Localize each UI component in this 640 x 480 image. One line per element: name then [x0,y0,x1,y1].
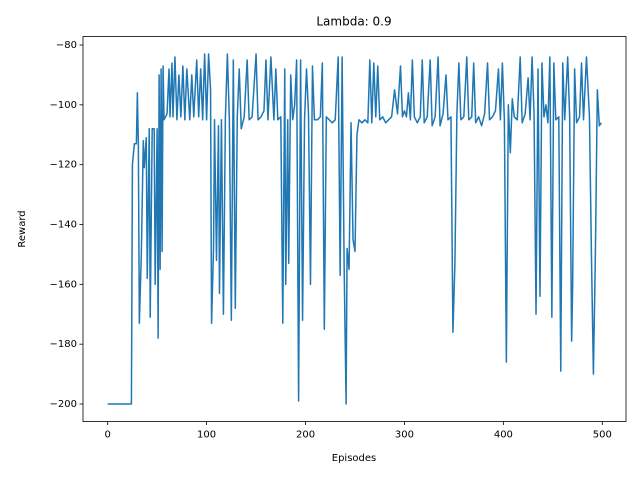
y-tick-label: −140 [50,220,77,231]
x-tick-label: 200 [296,430,315,441]
x-tick-label: 500 [593,430,612,441]
y-tick-label: −160 [50,279,77,290]
y-tick-label: −180 [50,339,77,350]
chart-title: Lambda: 0.9 [316,15,391,29]
y-tick-label: −120 [50,160,77,171]
data-line [107,53,602,405]
y-tick-label: −100 [50,100,77,111]
x-axis-label: Episodes [332,453,376,464]
x-tick-label: 400 [494,430,513,441]
x-tick-label: 300 [395,430,414,441]
y-tick-label: −200 [50,399,77,410]
x-tick-label: 100 [197,430,216,441]
y-axis-label: Reward [17,210,28,247]
x-tick-label: 0 [104,430,110,441]
y-tick-label: −80 [56,40,77,51]
plot-frame [82,36,627,422]
